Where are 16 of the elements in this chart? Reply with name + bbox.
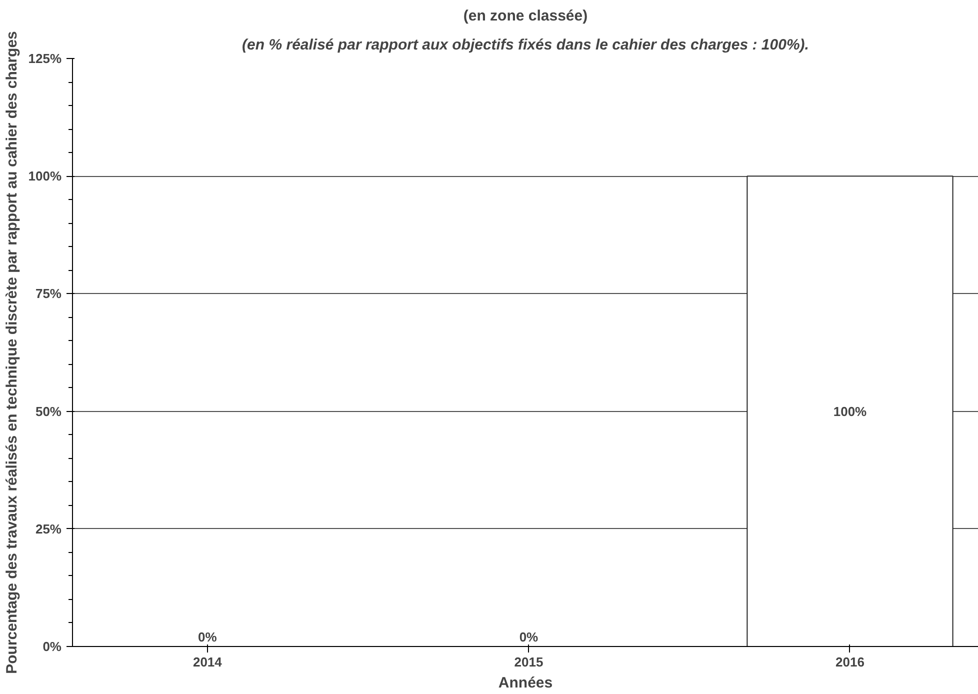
chart-title: (en zone classée) [463, 8, 588, 24]
x-tick-label: 2016 [836, 654, 864, 670]
y-tick-label: 75% [35, 286, 62, 302]
chart-subtitle: (en % réalisé par rapport aux objectifs fixés dans le cahier des charges : 100%). [242, 36, 809, 54]
y-axis-title: Pourcentage des travaux réalisés en technique discrète par rapport au cahier des charges [3, 31, 20, 674]
y-tick-label: 50% [35, 404, 62, 419]
y-tick-label: 0% [42, 639, 62, 654]
data-label: 0% [198, 630, 218, 645]
y-tick-label: 25% [35, 521, 62, 536]
x-tick-label: 2014 [192, 654, 223, 670]
y-tick-label: 100% [28, 168, 62, 184]
x-tick-label: 2015 [514, 654, 544, 670]
data-label: 100% [833, 404, 868, 419]
data-label: 0% [519, 630, 539, 645]
y-tick-label: 125% [28, 51, 62, 66]
x-axis-title: Années [498, 674, 553, 692]
